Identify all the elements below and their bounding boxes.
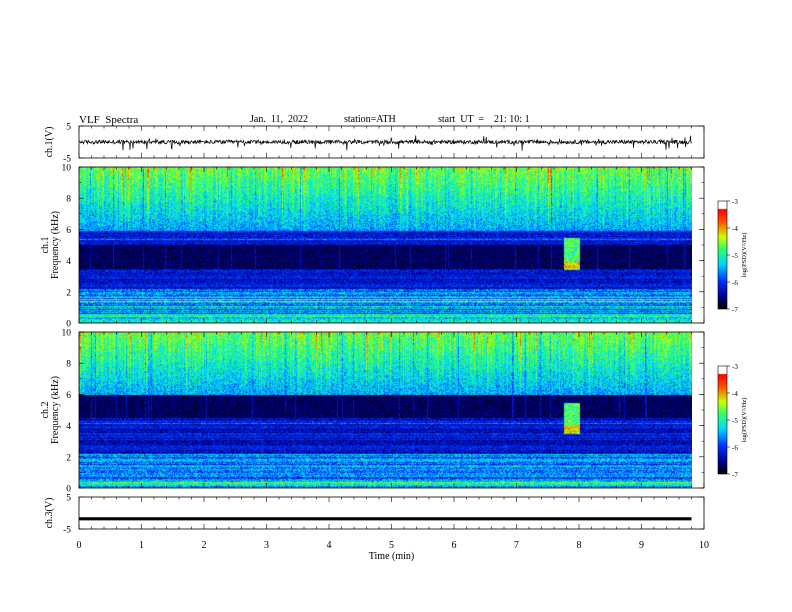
- spec2-colorbar-tick: -7: [732, 471, 738, 479]
- spec2-ytick-label: 2: [66, 453, 71, 463]
- spec2-colorbar-tick: -5: [732, 417, 738, 425]
- spec1-ytick-label: 2: [66, 288, 71, 298]
- spec1-ytick-label: 4: [66, 257, 71, 267]
- header-station: station=ATH: [344, 114, 396, 125]
- spec1-colorbar-tick: -3: [732, 198, 738, 206]
- spec1-ytick-label: 6: [66, 226, 71, 236]
- spec1-spectrogram: [79, 167, 692, 323]
- spec1-ylabel: Frequency (kHz): [50, 211, 61, 279]
- x-tick-label: 5: [389, 540, 394, 551]
- spec2-ytick-label: 10: [62, 329, 72, 339]
- x-tick-label: 4: [327, 540, 332, 551]
- x-axis-label: Time (min): [369, 551, 414, 562]
- spec2-colorbar-label: log(PSD)(V²/Hz): [741, 398, 748, 443]
- x-tick-label: 9: [639, 540, 644, 551]
- x-tick-label: 8: [577, 540, 582, 551]
- spec2-colorbar-tick: -3: [732, 363, 738, 371]
- header-start-time: start UT = 21: 10: 1: [438, 114, 530, 125]
- ch1-waveform-line: [78, 135, 692, 151]
- ch1-ytick-label: -5: [63, 155, 71, 165]
- spec1-colorbar-tick: -4: [732, 225, 738, 233]
- spec1-colorbar-tick: -5: [732, 252, 738, 260]
- ch3-ylabel: ch.3(V): [44, 498, 55, 529]
- x-tick-label: 3: [264, 540, 269, 551]
- spec2-ytick-label: 6: [66, 391, 71, 401]
- spec1-ytick-label: 0: [66, 320, 71, 330]
- header-date: Jan. 11, 2022: [250, 114, 308, 125]
- spec2-colorbar-tick: -4: [732, 390, 738, 398]
- x-tick-label: 7: [514, 540, 519, 551]
- spec1-colorbar: [718, 201, 727, 309]
- x-tick-label: 0: [77, 540, 82, 551]
- spec2-colorbar-tick: -6: [732, 444, 738, 452]
- spec2-spectrogram: [79, 332, 692, 488]
- x-tick-label: 6: [452, 540, 457, 551]
- x-tick-label: 2: [202, 540, 207, 551]
- spec2-ylabel: ch.2: [40, 402, 51, 419]
- ch3-ytick-label: -5: [63, 526, 71, 536]
- ch1-ylabel: ch.1(V): [44, 127, 55, 158]
- spec1-colorbar-tick: -7: [732, 306, 738, 314]
- spec1-colorbar-tick: -6: [732, 279, 738, 287]
- x-tick-label: 10: [699, 540, 709, 551]
- header-title: VLF Spectra: [79, 114, 139, 126]
- spec2-ylabel: Frequency (kHz): [50, 376, 61, 444]
- spec2-ytick-label: 0: [66, 485, 71, 495]
- spec1-colorbar-label: log(PSD)(V²/Hz): [741, 233, 748, 278]
- x-tick-label: 1: [139, 540, 144, 551]
- ch1-ytick-label: 5: [66, 123, 71, 133]
- spec1-ytick-label: 10: [62, 164, 72, 174]
- spec2-ytick-label: 8: [66, 360, 71, 370]
- spec1-ylabel: ch.1: [40, 237, 51, 254]
- spec2-colorbar: [718, 366, 727, 474]
- spec2-ytick-label: 4: [66, 422, 71, 432]
- spec1-ytick-label: 8: [66, 195, 71, 205]
- ch3-ytick-label: 5: [66, 494, 71, 504]
